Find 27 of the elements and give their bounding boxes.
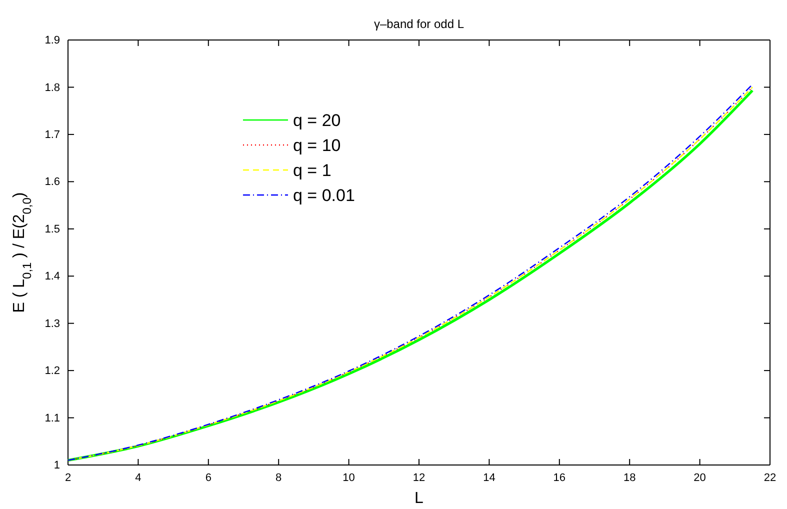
y-tick-label: 1.1 <box>44 412 60 424</box>
y-tick-label: 1.4 <box>44 270 60 283</box>
x-tick-label: 10 <box>342 472 355 484</box>
chart-title: γ–band for odd L <box>374 17 464 31</box>
legend-label: q = 20 <box>293 110 341 130</box>
legend-label: q = 1 <box>293 160 332 180</box>
x-tick-label: 20 <box>694 472 706 484</box>
y-tick-label: 1.2 <box>44 365 60 378</box>
x-tick-label: 6 <box>205 472 212 484</box>
y-tick-label: 1.7 <box>44 128 60 141</box>
x-tick-label: 16 <box>553 472 566 484</box>
x-tick-label: 18 <box>623 472 636 484</box>
x-tick-label: 8 <box>276 472 282 484</box>
x-tick-label: 12 <box>412 472 426 484</box>
y-tick-label: 1 <box>54 460 60 472</box>
x-tick-label: 2 <box>64 472 72 484</box>
y-tick-label: 1.9 <box>44 34 60 47</box>
x-tick-label: 4 <box>135 472 142 484</box>
x-tick-label: 14 <box>483 472 496 484</box>
x-axis-title: L <box>414 490 424 507</box>
legend-label: q = 0.01 <box>293 186 355 205</box>
legend-label: q = 10 <box>293 136 341 155</box>
y-tick-label: 1.8 <box>44 82 60 94</box>
y-tick-label: 1.6 <box>44 176 60 188</box>
x-tick-label: 22 <box>764 472 776 484</box>
y-tick-label: 1.5 <box>44 223 60 236</box>
y-tick-label: 1.3 <box>44 318 60 330</box>
